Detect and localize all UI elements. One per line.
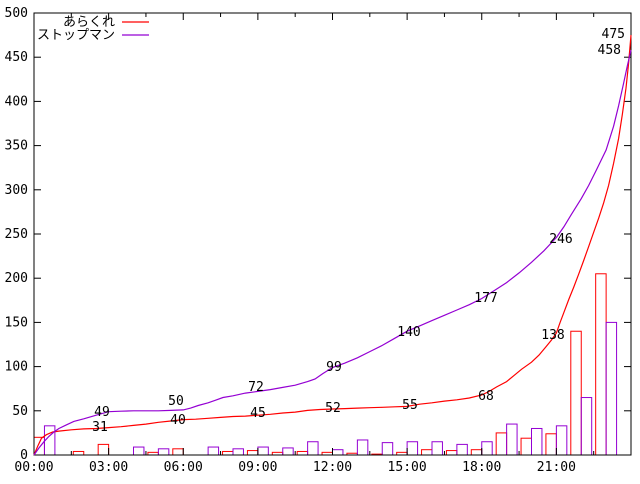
y-tick-label: 250 (5, 227, 28, 242)
point-value-label: 49 (94, 405, 110, 420)
y-tick-label: 300 (5, 183, 28, 198)
x-tick-label: 21:00 (537, 460, 576, 475)
y-tick-label: 450 (5, 50, 28, 65)
series-line-arakure (33, 35, 632, 456)
y-tick-label: 150 (5, 315, 28, 330)
point-value-label: 31 (92, 420, 108, 435)
point-value-label: 99 (326, 360, 342, 375)
point-value-label: 52 (325, 401, 341, 416)
x-tick-label: 06:00 (164, 460, 203, 475)
x-tick-label: 18:00 (462, 460, 501, 475)
point-value-label: 40 (170, 413, 186, 428)
y-tick-label: 400 (5, 94, 28, 109)
point-value-label: 177 (474, 291, 497, 306)
point-value-label: 246 (549, 232, 572, 247)
y-tick-label: 100 (5, 360, 28, 375)
y-tick-label: 500 (5, 6, 28, 21)
point-value-label: 68 (478, 389, 494, 404)
point-value-label: 475 (602, 27, 625, 42)
x-tick-label: 09:00 (238, 460, 277, 475)
x-tick-label: 03:00 (89, 460, 128, 475)
y-tick-label: 200 (5, 271, 28, 286)
point-value-label: 55 (402, 398, 418, 413)
x-tick-label: 00:00 (14, 460, 53, 475)
point-value-label: 458 (598, 43, 621, 58)
point-value-label: 72 (248, 380, 264, 395)
x-tick-label: 12:00 (313, 460, 352, 475)
series-line-stopman (33, 49, 632, 456)
point-value-label: 45 (250, 406, 266, 421)
point-value-label: 140 (397, 325, 420, 340)
legend-label: あらくれ (63, 15, 115, 30)
point-value-label: 138 (541, 328, 564, 343)
x-tick-label: 15:00 (388, 460, 427, 475)
y-tick-label: 0 (20, 448, 28, 463)
y-tick-label: 50 (12, 404, 28, 419)
legend-label: ストップマン (37, 28, 115, 43)
y-tick-label: 350 (5, 139, 28, 154)
point-value-label: 50 (168, 394, 184, 409)
